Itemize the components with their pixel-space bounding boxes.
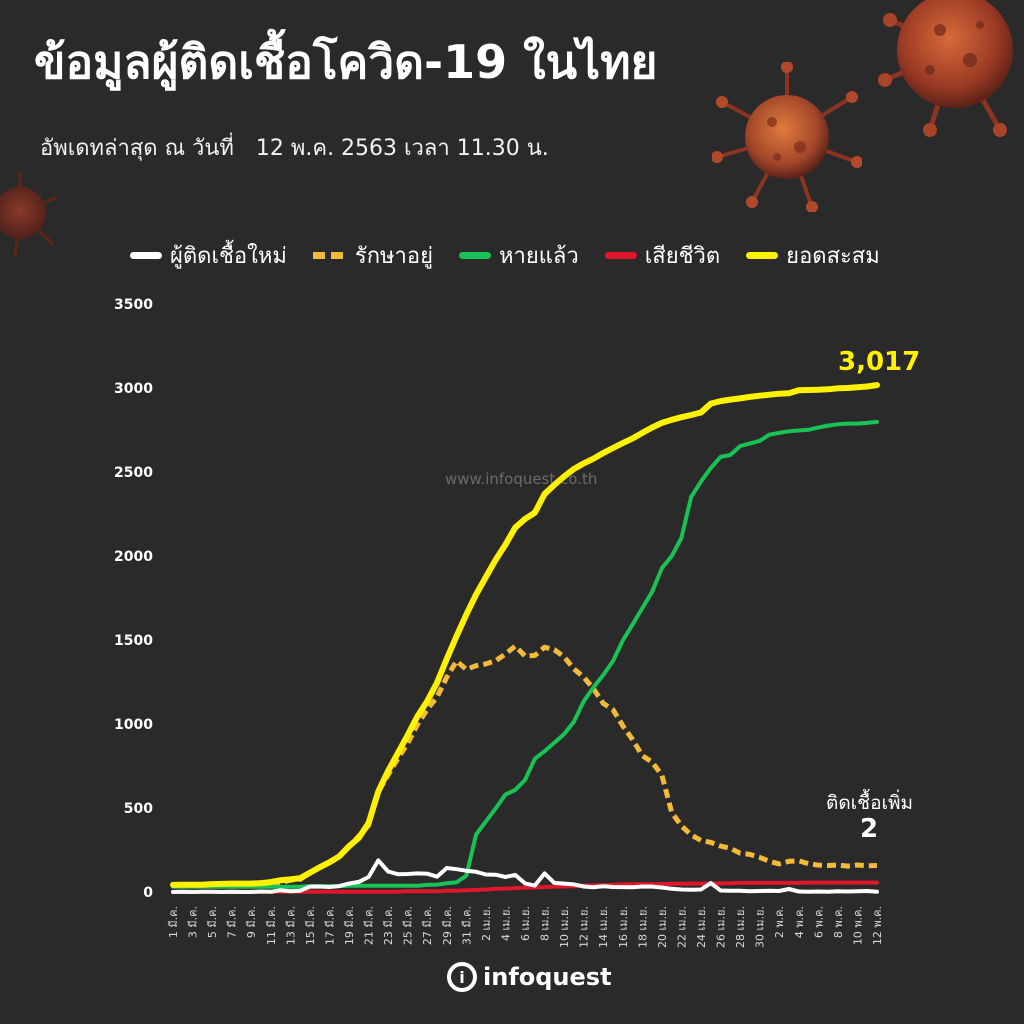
x-tick-label: 2 เม.ย. [480,906,493,941]
x-tick-label: 6 พ.ค. [812,906,825,938]
x-tick-label: 30 เม.ย. [754,906,767,948]
x-tick-label: 27 มี.ค. [421,906,434,945]
x-tick-label: 1 มี.ค. [167,906,180,938]
x-tick-label: 18 เม.ย. [636,906,649,948]
x-tick-label: 15 มี.ค. [304,906,317,945]
y-tick-label: 3500 [114,297,153,313]
x-tick-label: 25 มี.ค. [402,906,415,945]
y-tick-label: 2500 [114,465,153,481]
update-prefix: อัพเดทล่าสุด ณ วันที่ [40,136,234,161]
y-tick-label: 3000 [114,381,153,397]
x-tick-label: 31 มี.ค. [460,906,473,945]
legend-item-cumulative: ยอดสะสม [746,238,880,273]
x-tick-label: 5 มี.ค. [206,906,219,938]
legend-label-new-cases: ผู้ติดเชื้อใหม่ [170,244,287,269]
chart-legend: ผู้ติดเชื้อใหม่ รักษาอยู่ หายแล้ว เสียชี… [130,238,880,273]
x-tick-label: 16 เม.ย. [617,906,630,948]
virus-decoration-large [878,0,1013,137]
series-line-cumulative [170,382,880,888]
legend-label-recovered: หายแล้ว [498,244,579,269]
x-tick-label: 12 พ.ค. [871,906,884,945]
x-tick-label: 8 พ.ค. [832,906,845,938]
x-tick-label: 11 มี.ค. [265,906,278,945]
x-tick-label: 4 เม.ย. [499,906,512,941]
logo-text: infoquest [483,963,612,991]
x-tick-label: 26 เม.ย. [715,906,728,948]
new-cases-value: 2 [860,814,879,844]
y-tick-label: 500 [124,801,153,817]
x-tick-label: 29 มี.ค. [441,906,454,945]
x-tick-label: 23 มี.ค. [382,906,395,945]
x-tick-label: 10 เม.ย. [558,906,571,948]
x-tick-label: 22 เม.ย. [675,906,688,948]
x-tick-label: 7 มี.ค. [226,906,239,938]
legend-label-active: รักษาอยู่ [354,244,433,269]
legend-swatch-deaths [604,252,637,259]
legend-item-recovered: หายแล้ว [458,238,579,273]
series-line-new-cases [171,858,879,894]
x-tick-label: 13 มี.ค. [284,906,297,945]
x-tick-label: 6 เม.ย. [519,906,532,941]
virus-decoration-small [0,171,57,258]
update-subtitle: อัพเดทล่าสุด ณ วันที่ 12 พ.ค. 2563 เวลา 1… [40,130,549,165]
x-tick-label: 9 มี.ค. [245,906,258,938]
total-cases-value: 3,017 [838,347,921,377]
virus-decoration-medium [712,62,862,212]
y-tick-label: 1000 [114,717,153,733]
legend-label-deaths: เสียชีวิต [644,244,721,269]
x-tick-label: 20 เม.ย. [656,906,669,948]
x-tick-label: 21 มี.ค. [363,906,376,945]
x-tick-label: 17 มี.ค. [323,906,336,945]
x-tick-label: 2 พ.ค. [773,906,786,938]
x-tick-label: 19 มี.ค. [343,906,356,945]
logo-mark: i [447,962,477,992]
page-title: ข้อมูลผู้ติดเชื้อโควิด-19 ในไทย [34,35,658,89]
x-tick-label: 8 เม.ย. [539,906,552,941]
series-line-recovered [171,419,879,889]
y-tick-label: 1500 [114,633,153,649]
legend-swatch-new-cases [130,252,162,259]
x-tick-label: 4 พ.ค. [793,906,806,938]
x-tick-label: 28 เม.ย. [734,906,747,948]
infoquest-logo: i infoquest [447,962,612,992]
legend-swatch-active [312,252,347,259]
update-date: 12 พ.ค. 2563 เวลา 11.30 น. [255,136,549,161]
y-tick-label: 2000 [114,549,153,565]
series-line-active [173,643,878,888]
x-tick-label: 3 มี.ค. [187,906,200,938]
new-cases-label: ติดเชื้อเพิ่ม [826,792,914,814]
legend-label-cumulative: ยอดสะสม [786,244,880,269]
legend-item-deaths: เสียชีวิต [604,238,721,273]
legend-swatch-cumulative [746,252,779,259]
x-tick-label: 14 เม.ย. [597,906,610,948]
legend-swatch-recovered [458,252,491,259]
x-tick-label: 10 พ.ค. [851,906,864,945]
y-tick-label: 0 [143,885,153,901]
x-tick-label: 24 เม.ย. [695,906,708,948]
legend-item-active: รักษาอยู่ [312,238,433,273]
legend-item-new-cases: ผู้ติดเชื้อใหม่ [130,238,287,273]
x-tick-label: 12 เม.ย. [578,906,591,948]
